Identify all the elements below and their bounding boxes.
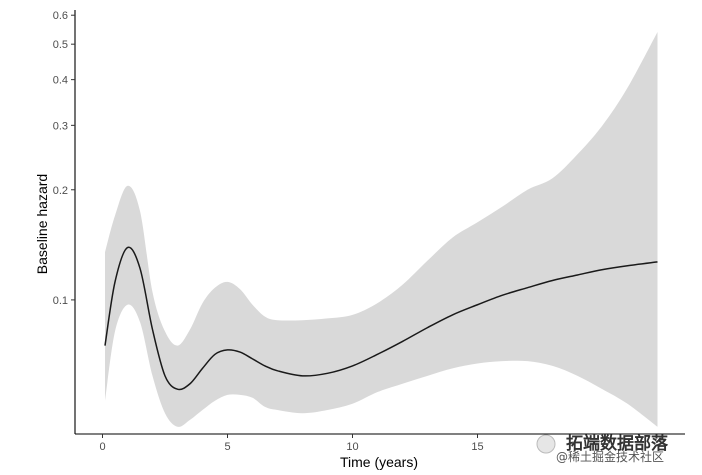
- hazard-line: [104, 246, 658, 391]
- y-tick-label: 0.1: [53, 295, 68, 307]
- watermark-main-text: 拓端数据部落: [566, 433, 669, 454]
- y-tick-label: 0.3: [53, 120, 68, 132]
- confidence-band: [105, 31, 658, 427]
- x-tick-label: 0: [99, 441, 105, 453]
- watermark-logo-icon: [536, 434, 556, 454]
- y-tick-label: 0.5: [53, 39, 68, 51]
- y-axis-title: Baseline hazard: [34, 174, 50, 274]
- x-ticks: 0 5 10 15: [99, 434, 484, 453]
- x-axis-title: Time (years): [340, 454, 418, 470]
- plot-area: [104, 31, 658, 427]
- watermark-sub-text: @稀土掘金技术社区: [556, 449, 664, 464]
- x-tick-label: 5: [224, 441, 230, 453]
- y-ticks: 0.1 0.2 0.3 0.4 0.5 0.6: [53, 10, 75, 307]
- x-tick-label: 15: [471, 441, 483, 453]
- axes: 0.1 0.2 0.3 0.4 0.5 0.6 0 5 10 15: [53, 10, 685, 453]
- x-tick-label: 10: [346, 441, 358, 453]
- watermark: 拓端数据部落 @稀土掘金技术社区: [536, 433, 669, 464]
- y-tick-label: 0.2: [53, 185, 68, 197]
- y-tick-label: 0.6: [53, 10, 68, 22]
- y-tick-label: 0.4: [53, 75, 68, 87]
